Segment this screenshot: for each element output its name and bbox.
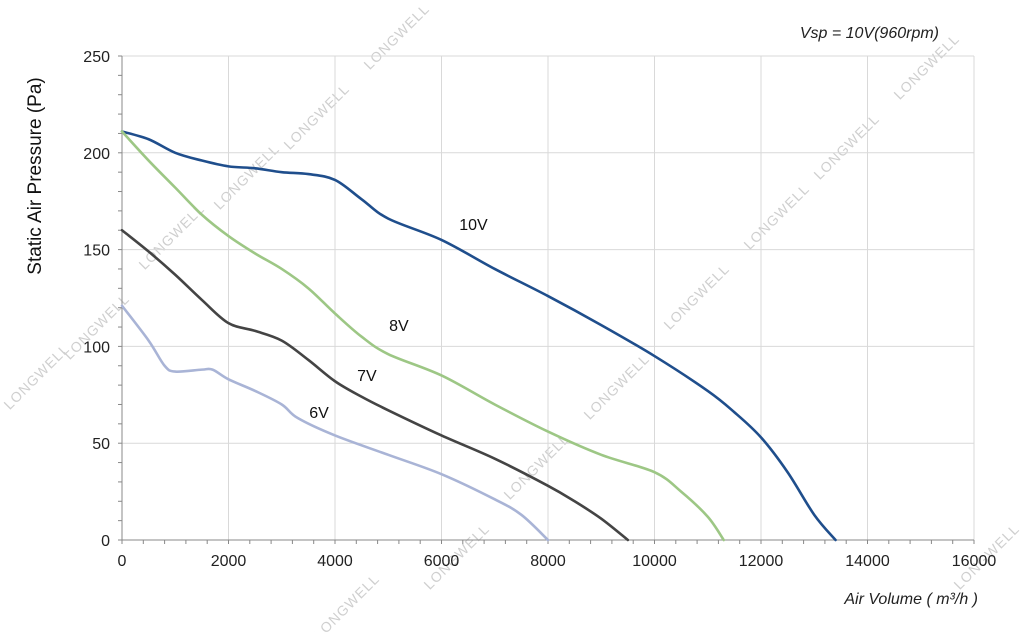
x-tick-label: 16000 xyxy=(952,553,997,570)
watermark-text: LONGWELL xyxy=(210,140,282,212)
series-line-10V xyxy=(120,130,837,542)
series-label-6V: 6V xyxy=(309,405,329,422)
y-tick-label: 250 xyxy=(83,49,110,66)
axes: 0 2000 4000 6000 8000 10000 12000 14000 16000 0 50… xyxy=(83,49,996,570)
watermark-text: LONGWELL xyxy=(310,570,382,632)
series-layer: 10V 8V 7V 6V xyxy=(120,130,837,542)
x-tick-label: 2000 xyxy=(211,553,247,570)
y-axis-title: Static Air Pressure (Pa) xyxy=(25,77,46,274)
watermark-text: LONGWELL xyxy=(280,80,352,152)
series-line-8V xyxy=(120,130,726,542)
series-line-7V xyxy=(120,228,630,542)
watermark-text: LONGWELL xyxy=(360,0,432,72)
y-tick-label: 150 xyxy=(83,243,110,260)
x-tick-label: 4000 xyxy=(317,553,353,570)
watermark-text: LONGWELL xyxy=(580,350,652,422)
x-tick-label: 0 xyxy=(118,553,127,570)
speed-annotation: Vsp = 10V(960rpm) xyxy=(800,25,939,42)
x-axis-title: Air Volume ( m³/h ) xyxy=(843,591,978,608)
grid-lines xyxy=(121,55,975,541)
y-tick-label: 50 xyxy=(92,436,110,453)
y-tick-label: 100 xyxy=(83,339,110,356)
x-tick-label: 6000 xyxy=(424,553,460,570)
watermark-text: LONGWELL xyxy=(810,110,882,182)
series-label-7V: 7V xyxy=(357,368,377,385)
x-tick-label: 14000 xyxy=(845,553,890,570)
y-tick-label: 0 xyxy=(101,533,110,550)
x-tick-label: 10000 xyxy=(632,553,677,570)
x-tick-label: 8000 xyxy=(530,553,566,570)
watermark-text: LONGWELL xyxy=(660,260,732,332)
series-line-6V xyxy=(120,304,550,542)
x-tick-label: 12000 xyxy=(739,553,784,570)
series-label-10V: 10V xyxy=(459,217,488,234)
watermark-text: LONGWELL xyxy=(740,180,812,252)
series-label-8V: 8V xyxy=(389,318,409,335)
y-tick-label: 200 xyxy=(83,146,110,163)
